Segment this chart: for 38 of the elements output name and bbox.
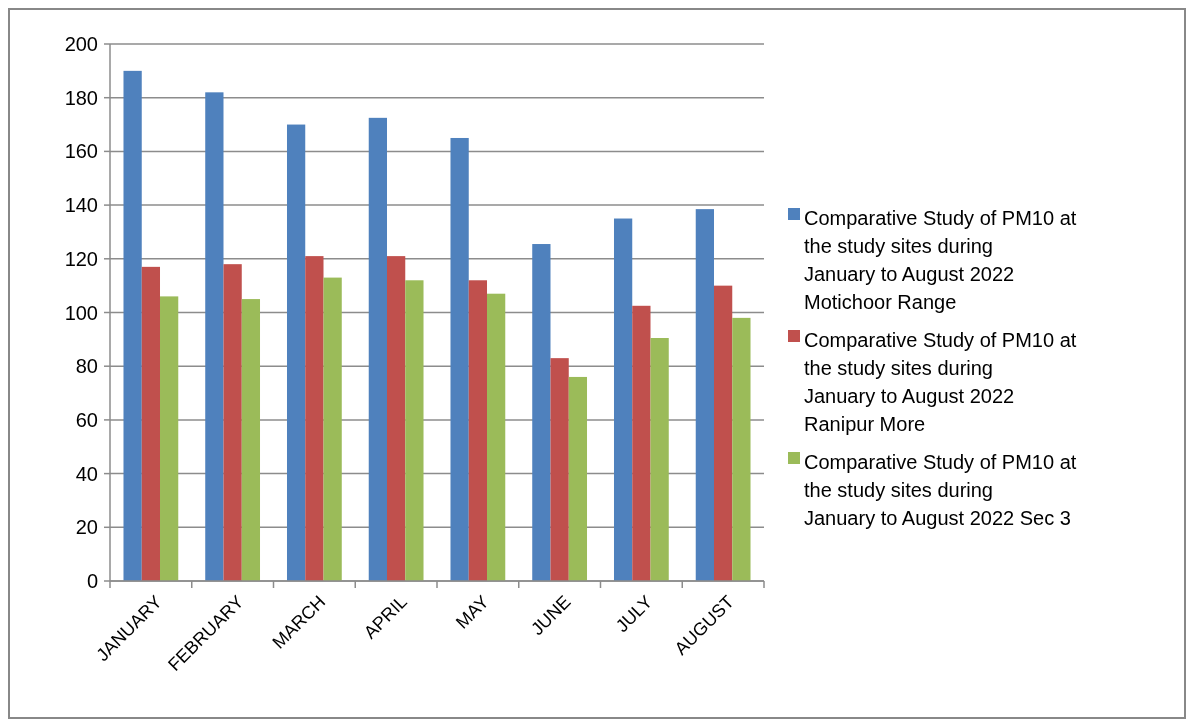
y-tick-label: 140: [64, 194, 98, 217]
bar: [286, 124, 306, 581]
bar: [368, 117, 387, 581]
y-tick-label: 100: [64, 301, 98, 324]
y-tick-label: 180: [64, 86, 98, 109]
legend-label: Comparative Study of PM10 at the study sites during January to August 2022 Motichoor Range: [804, 207, 1077, 313]
y-tick-label: 160: [64, 140, 98, 163]
bar: [650, 338, 669, 581]
bar: [323, 277, 342, 581]
y-tick-label: 0: [86, 570, 98, 592]
bar: [632, 305, 651, 581]
bar: [405, 280, 424, 581]
bar: [532, 244, 551, 581]
bar: [450, 137, 469, 581]
bar: [695, 209, 714, 581]
y-tick-label: 60: [75, 408, 98, 431]
bar: [205, 92, 224, 581]
bar: [468, 280, 487, 581]
bar: [160, 296, 179, 581]
y-tick-label: 120: [64, 247, 98, 270]
y-tick-label: 40: [75, 462, 98, 485]
y-tick-label: 80: [75, 355, 98, 378]
bar: [305, 256, 324, 581]
y-tick-label: 200: [64, 33, 98, 55]
bar: [223, 264, 242, 581]
bar: [714, 285, 733, 581]
bar: [732, 317, 751, 581]
bar: [123, 70, 142, 581]
bar: [487, 293, 506, 581]
bar: [141, 266, 160, 581]
legend-label: Comparative Study of PM10 at the study sites during January to August 2022 Sec 3: [804, 451, 1077, 529]
bar: [387, 256, 406, 581]
bar: [613, 218, 633, 581]
legend-label: Comparative Study of PM10 at the study sites during January to August 2022 Ranipur More: [804, 329, 1077, 435]
bar: [550, 358, 569, 581]
bar: [241, 299, 261, 581]
bar: [568, 376, 588, 581]
y-tick-label: 20: [75, 516, 98, 539]
